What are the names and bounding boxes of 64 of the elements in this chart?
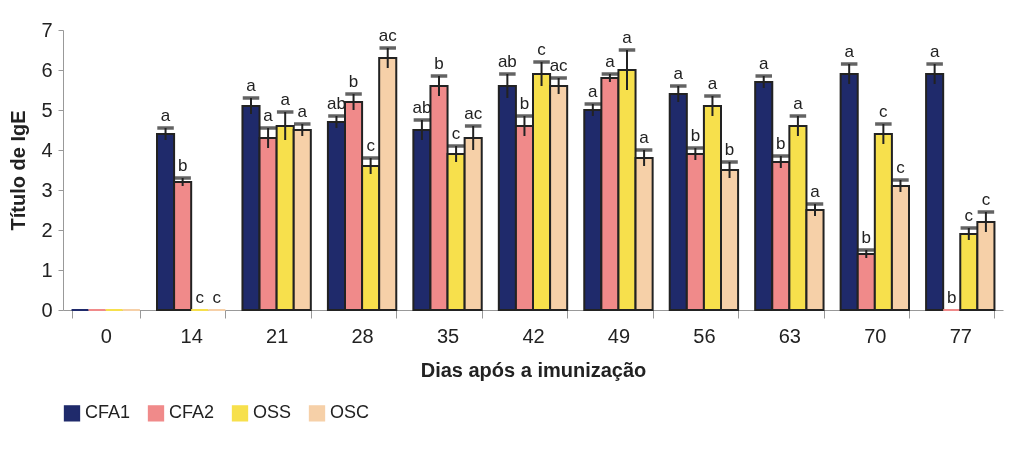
data-label: b [177, 156, 188, 175]
legend-label: OSS [253, 402, 292, 423]
legend-label: CFA2 [169, 402, 215, 423]
x-tick-label: 63 [778, 324, 801, 347]
x-tick-label: 56 [693, 324, 716, 347]
y-axis-title: Título de IgE [7, 110, 30, 231]
legend-label: OSC [330, 402, 370, 423]
data-label: a [280, 90, 291, 109]
x-tick-label: 0 [100, 324, 112, 347]
data-label: b [861, 228, 872, 247]
y-tick-label: 5 [41, 98, 53, 121]
x-tick-label: 14 [180, 324, 203, 347]
data-label: c [981, 190, 991, 209]
data-label: c [896, 158, 906, 177]
data-label: a [622, 28, 633, 47]
data-label: ab [412, 98, 432, 117]
x-tick-label: 35 [436, 324, 460, 347]
data-label: a [844, 42, 855, 61]
y-tick-label: 3 [41, 178, 53, 201]
data-label: a [793, 94, 804, 113]
data-label: a [639, 128, 650, 147]
data-label: b [434, 54, 444, 73]
data-label: c [879, 102, 889, 121]
y-tick-label: 2 [41, 218, 53, 241]
data-label: ac [378, 26, 398, 45]
data-label: ac [549, 56, 569, 75]
data-label: ac [464, 104, 483, 123]
data-label: ab [497, 52, 517, 71]
y-tick-label: 0 [41, 298, 53, 321]
data-label: a [929, 42, 940, 61]
data-label: b [946, 288, 957, 307]
data-label: b [519, 94, 530, 113]
data-label: a [707, 74, 718, 93]
data-label: b [690, 126, 701, 145]
data-label: a [246, 76, 257, 95]
y-tick-label: 4 [41, 138, 53, 161]
x-tick-label: 28 [351, 324, 374, 347]
data-label: c [195, 288, 205, 307]
data-label: a [160, 106, 171, 125]
data-label: c [212, 288, 222, 307]
x-tick-label: 77 [949, 324, 972, 347]
data-label: b [348, 72, 359, 91]
y-tick-label: 6 [41, 58, 53, 81]
data-label: a [758, 54, 769, 73]
x-axis-title: Dias após a imunização [420, 358, 647, 381]
data-label: a [810, 182, 821, 201]
data-label: c [451, 124, 461, 143]
data-label: a [673, 64, 684, 83]
data-label: a [263, 106, 274, 125]
x-tick-label: 42 [522, 324, 545, 347]
data-label: c [366, 136, 376, 155]
data-label: a [588, 82, 599, 101]
x-tick-label: 21 [266, 324, 289, 347]
legend-label: CFA1 [85, 402, 131, 423]
data-label: a [297, 102, 308, 121]
data-label: a [605, 52, 616, 71]
data-label: b [724, 140, 735, 159]
data-label: b [776, 134, 786, 153]
y-tick-label: 7 [41, 18, 53, 41]
data-label: c [537, 40, 547, 59]
x-tick-label: 49 [607, 324, 631, 347]
x-tick-label: 70 [864, 324, 887, 347]
data-label: c [964, 206, 974, 225]
y-tick-label: 1 [41, 258, 53, 281]
